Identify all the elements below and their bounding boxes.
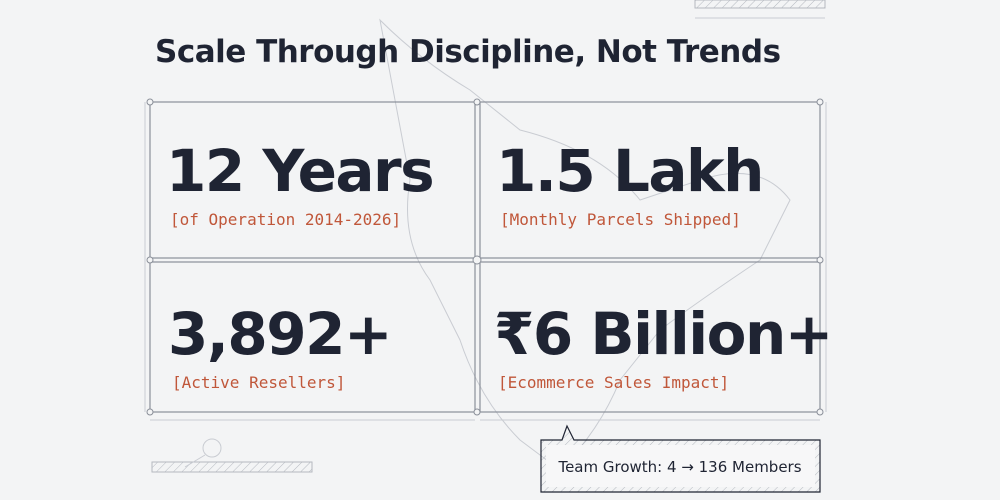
stat-label: [of Operation 2014-2026]: [170, 210, 401, 229]
title: Scale Through Discipline, Not Trends: [155, 34, 781, 70]
badge: Team Growth: 4 → 136 Members: [540, 424, 821, 493]
stat-card: [149, 101, 476, 259]
stat-card: [149, 261, 476, 413]
stat-card: [479, 101, 821, 259]
stat-value: 12 Years: [166, 137, 433, 205]
stat-value: 1.5 Lakh: [496, 137, 763, 205]
stat-value: ₹6 Billion+: [494, 300, 832, 368]
stat-grid: 12 Years [of Operation 2014-2026] 1.5 La…: [146, 98, 833, 416]
stat-value: 3,892+: [168, 300, 391, 368]
stat-label: [Monthly Parcels Shipped]: [500, 210, 741, 229]
badge-text: Team Growth: 4 → 136 Members: [557, 458, 801, 476]
decoration: [144, 0, 827, 473]
stat-label: [Ecommerce Sales Impact]: [498, 373, 729, 392]
stat-label: [Active Resellers]: [172, 373, 345, 392]
stat-card: [479, 261, 821, 413]
